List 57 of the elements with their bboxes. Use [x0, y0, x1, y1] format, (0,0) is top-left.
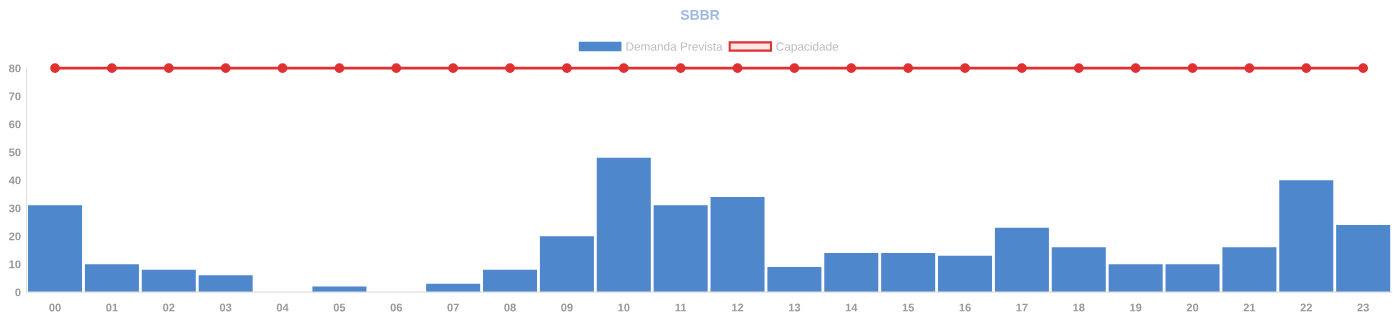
y-tick-label: 30 [8, 204, 21, 213]
x-tick-label: 19 [1130, 303, 1142, 312]
x-tick-label: 21 [1243, 303, 1256, 312]
bar [653, 205, 708, 293]
bar [710, 196, 765, 293]
y-tick-label: 0 [15, 288, 21, 297]
x-tick-label: 12 [732, 303, 744, 312]
bar [539, 236, 594, 293]
y-tick-label: 20 [9, 232, 21, 241]
x-tick-label: 02 [163, 303, 175, 312]
x-tick-label: 17 [1016, 303, 1028, 312]
y-tick-label: 10 [9, 260, 21, 269]
x-tick-label: 06 [390, 303, 403, 312]
x-tick-label: 14 [845, 303, 858, 312]
x-tick-label: 07 [447, 303, 459, 312]
y-tick-label: 40 [8, 176, 21, 185]
chart-title: SBBR [680, 9, 720, 20]
bar [596, 157, 651, 293]
bar [426, 283, 481, 293]
x-tick-label: 23 [1357, 303, 1369, 312]
x-tick-label: 10 [618, 303, 630, 312]
bar [938, 255, 993, 293]
bar [1051, 247, 1106, 293]
x-tick-label: 20 [1186, 303, 1199, 312]
x-tick-label: 09 [561, 303, 573, 312]
x-tick-label: 16 [959, 303, 971, 312]
y-tick-label: 60 [9, 120, 21, 129]
bar [824, 252, 879, 293]
x-tick-label: 15 [902, 303, 915, 312]
bar [881, 252, 936, 293]
x-tick-label: 05 [333, 303, 346, 312]
bar [141, 269, 196, 293]
x-tick-label: 13 [788, 303, 801, 312]
x-tick-label: 11 [675, 303, 687, 312]
bar [994, 227, 1049, 293]
bar [1279, 180, 1334, 293]
x-tick-label: 18 [1073, 303, 1085, 312]
x-tick-label: 22 [1300, 303, 1313, 312]
legend-label: Capacidade [776, 42, 839, 54]
x-tick-label: 00 [49, 303, 61, 312]
bar [1108, 264, 1163, 293]
bar [483, 269, 538, 293]
x-tick-label: 04 [276, 303, 289, 312]
bar [1222, 247, 1277, 293]
bar [767, 266, 822, 293]
y-tick-label: 80 [9, 64, 21, 73]
legend-label: Demanda Prevista [626, 42, 723, 51]
bar [28, 205, 83, 293]
x-tick-label: 08 [504, 303, 516, 312]
y-tick-label: 70 [9, 92, 21, 101]
y-tick-label: 50 [9, 148, 21, 157]
bar [198, 275, 253, 293]
bar [1165, 264, 1220, 293]
x-tick-label: 03 [219, 303, 232, 312]
bar [84, 264, 139, 293]
x-tick-label: 01 [106, 303, 118, 312]
bar [1336, 224, 1391, 293]
